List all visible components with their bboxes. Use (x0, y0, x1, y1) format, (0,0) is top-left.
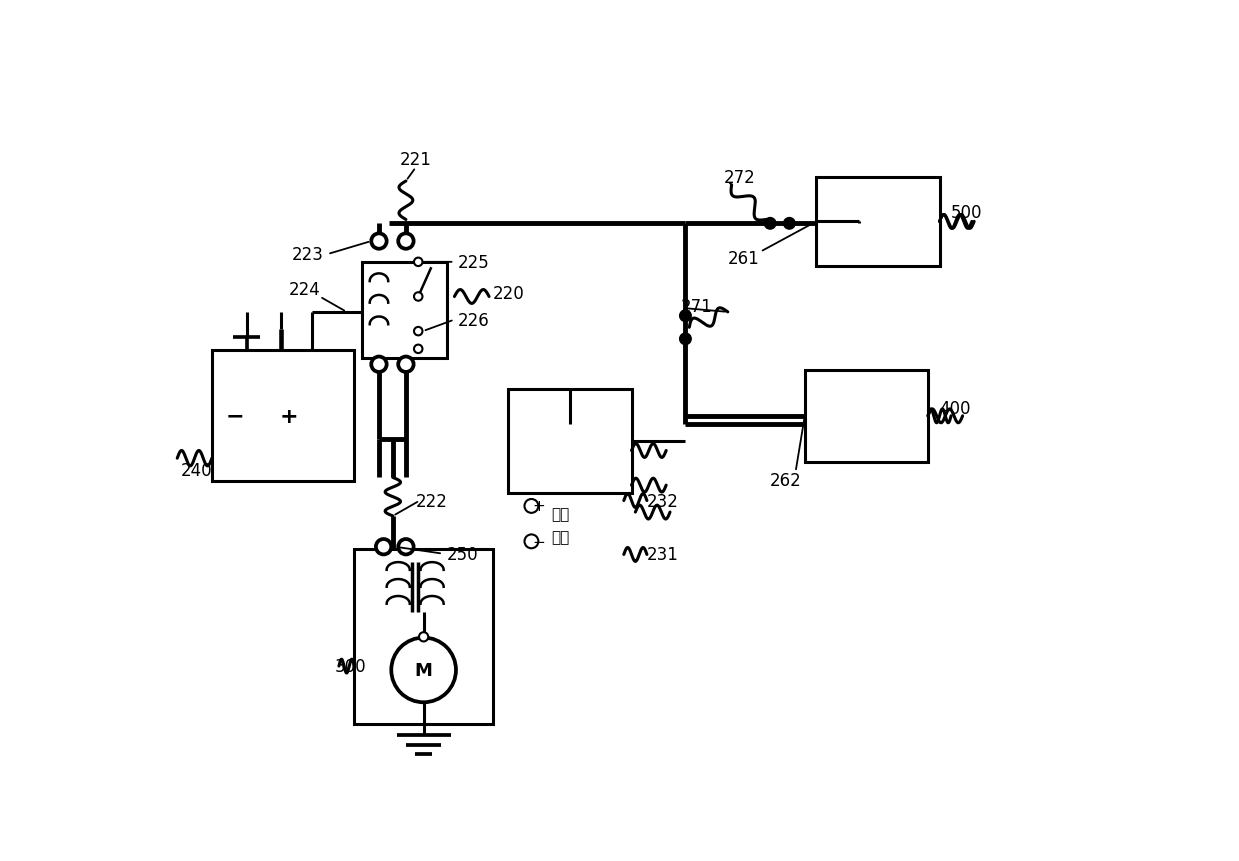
Text: 224: 224 (289, 281, 320, 299)
Text: −: − (533, 534, 545, 549)
Text: 262: 262 (769, 471, 802, 489)
Circle shape (783, 219, 795, 230)
Bar (212, 351, 354, 481)
Circle shape (398, 357, 414, 373)
Text: 300: 300 (335, 657, 367, 675)
Circle shape (414, 345, 422, 354)
Text: 226: 226 (457, 311, 489, 329)
Bar (354, 549, 493, 724)
Circle shape (398, 539, 414, 554)
Text: +: + (280, 406, 299, 426)
Text: 220: 220 (492, 284, 524, 302)
Circle shape (524, 535, 539, 548)
Text: 221: 221 (400, 152, 432, 170)
Circle shape (414, 293, 422, 301)
Text: 222: 222 (415, 492, 447, 510)
Text: 500: 500 (950, 203, 983, 221)
Text: 261: 261 (727, 250, 760, 268)
Text: 225: 225 (457, 253, 489, 271)
Text: 223: 223 (292, 246, 325, 263)
Circle shape (414, 327, 422, 336)
Circle shape (419, 633, 429, 641)
Text: 231: 231 (647, 546, 678, 564)
Bar (362, 263, 447, 359)
Circle shape (680, 311, 691, 322)
Circle shape (392, 638, 456, 703)
Circle shape (764, 219, 776, 230)
Circle shape (375, 539, 392, 554)
Circle shape (398, 234, 414, 250)
Text: +: + (533, 499, 545, 514)
Bar (805, 370, 928, 462)
Text: 271: 271 (681, 297, 712, 315)
Text: 电源: 电源 (551, 530, 569, 545)
Text: 272: 272 (724, 169, 756, 187)
Text: 240: 240 (181, 461, 212, 480)
Bar (508, 389, 632, 493)
Circle shape (524, 499, 539, 513)
Text: M: M (415, 661, 432, 679)
Bar (817, 178, 939, 266)
Circle shape (372, 234, 387, 250)
Text: 250: 250 (446, 546, 478, 564)
Circle shape (680, 334, 691, 345)
Text: 高压: 高压 (551, 506, 569, 522)
Text: −: − (225, 406, 244, 426)
Circle shape (372, 357, 387, 373)
Circle shape (414, 258, 422, 267)
Text: 400: 400 (939, 400, 970, 418)
Text: 232: 232 (647, 492, 678, 510)
